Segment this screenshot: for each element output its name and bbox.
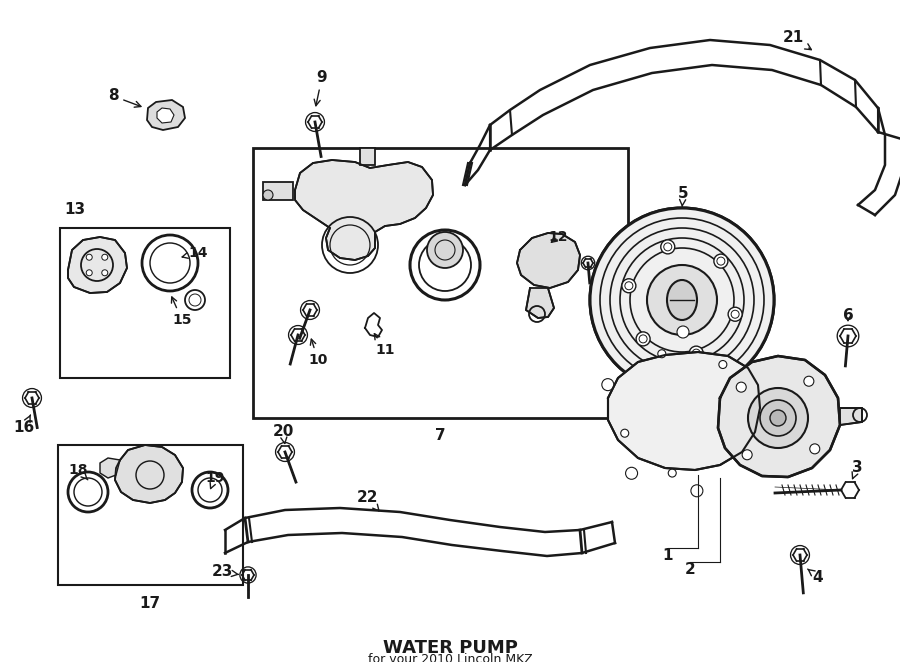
Text: 9: 9 [314, 70, 328, 106]
Text: 1: 1 [662, 547, 673, 563]
Text: 12: 12 [548, 230, 568, 244]
Text: WATER PUMP: WATER PUMP [382, 639, 518, 657]
Circle shape [737, 429, 745, 437]
Circle shape [263, 190, 273, 200]
Circle shape [427, 232, 463, 268]
Ellipse shape [667, 280, 697, 320]
Circle shape [622, 279, 636, 293]
Text: for your 2010 Lincoln MKZ: for your 2010 Lincoln MKZ [367, 653, 533, 662]
Text: 13: 13 [65, 203, 86, 218]
Text: 10: 10 [309, 339, 328, 367]
Text: 5: 5 [678, 185, 688, 207]
Circle shape [748, 388, 808, 448]
Circle shape [661, 240, 675, 254]
Circle shape [770, 410, 786, 426]
Text: 19: 19 [205, 471, 225, 489]
Circle shape [626, 467, 637, 479]
Circle shape [102, 270, 108, 276]
Polygon shape [840, 408, 862, 425]
Circle shape [760, 400, 796, 436]
Polygon shape [263, 182, 293, 200]
Text: 7: 7 [435, 428, 446, 444]
Circle shape [647, 265, 717, 335]
Circle shape [668, 469, 676, 477]
Text: 20: 20 [273, 424, 293, 444]
Text: 6: 6 [842, 308, 853, 322]
Circle shape [636, 332, 650, 346]
Text: 23: 23 [212, 565, 239, 579]
Text: 11: 11 [374, 334, 395, 357]
Circle shape [804, 376, 814, 386]
Polygon shape [517, 233, 580, 288]
Circle shape [728, 307, 742, 321]
Circle shape [810, 444, 820, 454]
Circle shape [658, 350, 666, 357]
Polygon shape [360, 148, 375, 165]
Text: 17: 17 [140, 596, 160, 610]
Text: 2: 2 [685, 563, 696, 577]
Circle shape [86, 270, 92, 276]
Polygon shape [608, 352, 760, 470]
Text: 3: 3 [851, 461, 862, 479]
Text: 4: 4 [807, 569, 824, 585]
Circle shape [736, 382, 746, 392]
Circle shape [719, 361, 727, 369]
Text: 22: 22 [357, 491, 379, 511]
Circle shape [621, 429, 629, 437]
Polygon shape [68, 237, 127, 293]
Circle shape [102, 254, 108, 260]
Circle shape [602, 379, 614, 391]
Bar [253, 148, 628, 418]
Bar [60, 228, 230, 378]
Text: 16: 16 [14, 415, 34, 436]
Text: 14: 14 [182, 246, 208, 260]
Text: 8: 8 [108, 89, 141, 107]
Circle shape [691, 485, 703, 496]
Polygon shape [526, 288, 554, 318]
Circle shape [590, 208, 774, 392]
Polygon shape [115, 445, 183, 503]
Circle shape [746, 446, 759, 458]
Text: 15: 15 [172, 297, 192, 327]
Polygon shape [100, 458, 120, 478]
Polygon shape [718, 356, 840, 477]
Text: 21: 21 [782, 30, 811, 50]
Polygon shape [157, 108, 174, 123]
Circle shape [746, 366, 759, 378]
Polygon shape [147, 100, 185, 130]
Circle shape [86, 254, 92, 260]
Circle shape [742, 449, 752, 460]
Circle shape [714, 254, 728, 268]
Polygon shape [295, 160, 433, 260]
Text: 18: 18 [68, 463, 88, 480]
Bar [58, 445, 243, 585]
Circle shape [689, 346, 703, 360]
Circle shape [677, 326, 689, 338]
